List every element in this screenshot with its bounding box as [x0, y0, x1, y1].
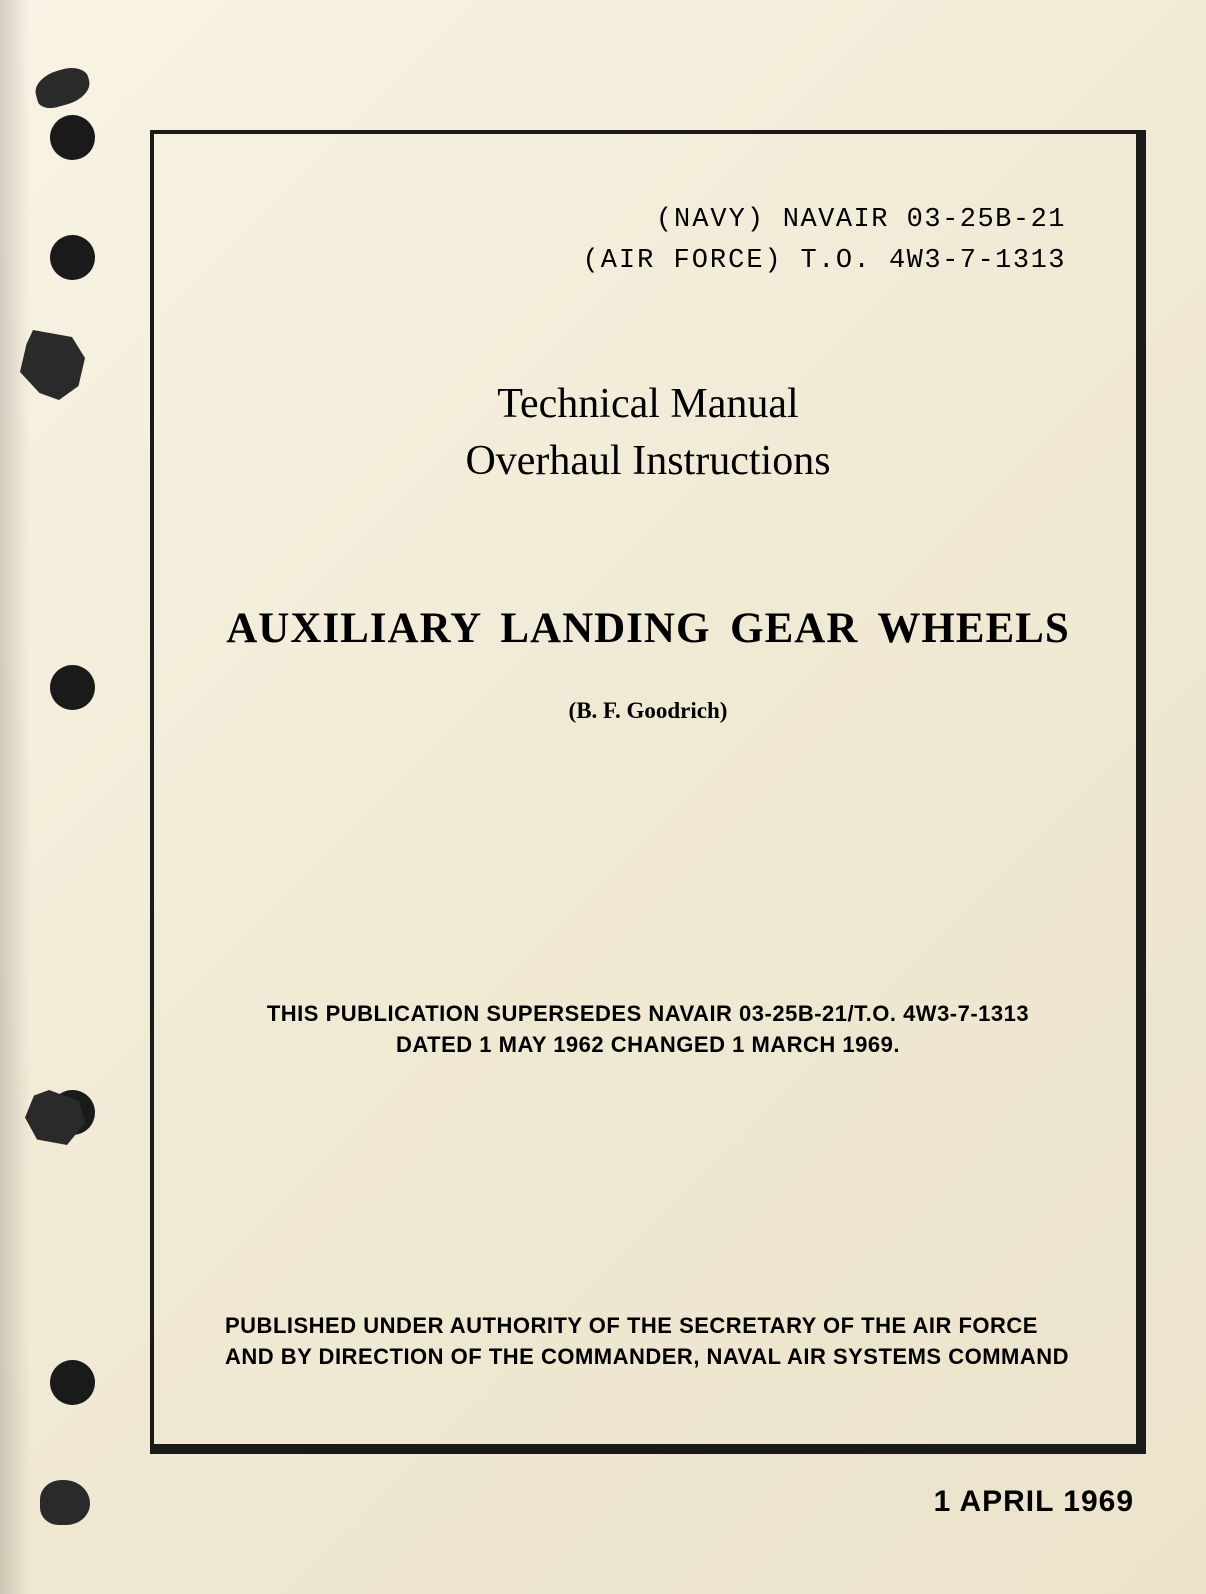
- punch-hole: [50, 115, 95, 160]
- publication-date: 1 APRIL 1969: [934, 1485, 1134, 1519]
- supersedes-line-2: DATED 1 MAY 1962 CHANGED 1 MARCH 1969.: [200, 1030, 1096, 1061]
- document-page: (NAVY) NAVAIR 03-25B-21 (AIR FORCE) T.O.…: [0, 0, 1206, 1594]
- manufacturer-name: (B. F. Goodrich): [200, 698, 1096, 724]
- authority-line-2: AND BY DIRECTION OF THE COMMANDER, NAVAL…: [225, 1342, 1096, 1373]
- manual-line-2: Overhaul Instructions: [200, 433, 1096, 490]
- page-damage-mark: [40, 1480, 90, 1525]
- airforce-label: (AIR FORCE): [583, 246, 783, 276]
- content-area: (NAVY) NAVAIR 03-25B-21 (AIR FORCE) T.O.…: [150, 130, 1146, 1454]
- supersedes-line-1: THIS PUBLICATION SUPERSEDES NAVAIR 03-25…: [200, 999, 1096, 1030]
- airforce-number: T.O. 4W3-7-1313: [800, 246, 1066, 276]
- page-shadow: [0, 0, 30, 1594]
- punch-hole: [50, 1360, 95, 1405]
- punch-hole: [50, 235, 95, 280]
- airforce-doc-line: (AIR FORCE) T.O. 4W3-7-1313: [200, 241, 1066, 282]
- document-title: AUXILIARY LANDING GEAR WHEELS: [200, 604, 1096, 653]
- page-damage-mark: [31, 63, 93, 111]
- navy-number: NAVAIR 03-25B-21: [783, 205, 1066, 235]
- navy-label: (NAVY): [656, 205, 765, 235]
- manual-type-heading: Technical Manual Overhaul Instructions: [200, 376, 1096, 489]
- punch-hole: [50, 665, 95, 710]
- document-numbers: (NAVY) NAVAIR 03-25B-21 (AIR FORCE) T.O.…: [200, 200, 1066, 281]
- supersedes-notice: THIS PUBLICATION SUPERSEDES NAVAIR 03-25…: [200, 999, 1096, 1061]
- navy-doc-line: (NAVY) NAVAIR 03-25B-21: [200, 200, 1066, 241]
- authority-line-1: PUBLISHED UNDER AUTHORITY OF THE SECRETA…: [225, 1311, 1096, 1342]
- authority-statement: PUBLISHED UNDER AUTHORITY OF THE SECRETA…: [225, 1311, 1096, 1373]
- manual-line-1: Technical Manual: [200, 376, 1096, 433]
